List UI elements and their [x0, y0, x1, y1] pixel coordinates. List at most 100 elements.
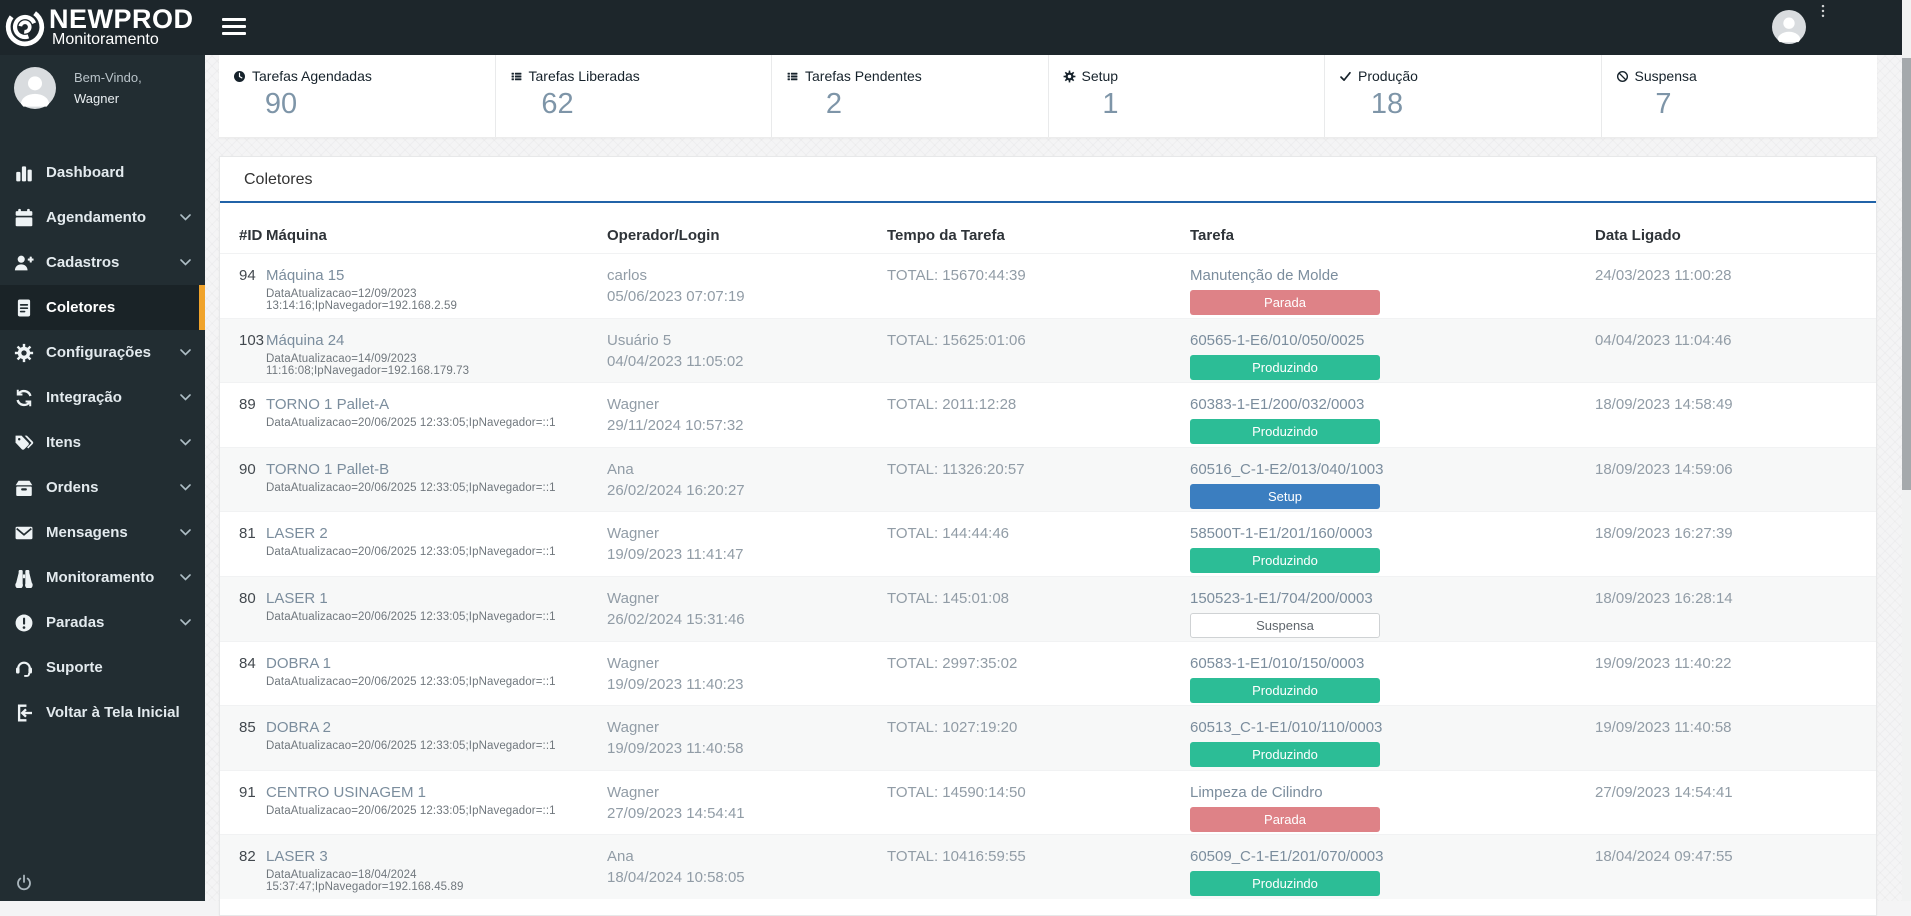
machine-cell: LASER 3 DataAtualizacao=18/04/2024 15:37… [266, 835, 607, 899]
sidebar-item[interactable]: Paradas [0, 600, 205, 645]
stats-bar: Tarefas Agendadas 90 Tarefas Liberadas 6… [219, 55, 1877, 138]
hamburger-menu-icon[interactable] [222, 18, 248, 38]
exit-icon [14, 703, 34, 723]
sidebar-item[interactable]: Suporte [0, 645, 205, 690]
operator-name: Ana [607, 848, 634, 866]
sidebar-item[interactable]: Cadastros [0, 240, 205, 285]
task-cell: Limpeza de Cilindro Parada [1190, 771, 1595, 835]
sidebar-item[interactable]: Itens [0, 420, 205, 465]
operator-cell: carlos 05/06/2023 07:07:19 [607, 254, 887, 318]
login-timestamp: 04/04/2023 11:05:02 [607, 352, 744, 370]
power-icon[interactable] [15, 874, 33, 892]
sidebar-item-label: Dashboard [46, 164, 125, 181]
machine-info: DataAtualizacao=20/06/2025 12:33:05;IpNa… [266, 675, 556, 688]
sidebar-item-label: Monitoramento [46, 569, 155, 586]
data-ligado-cell: 18/09/2023 16:27:39 [1595, 512, 1852, 576]
task-total-time: TOTAL: 10416:59:55 [887, 848, 1026, 866]
operator-name: Wagner [607, 396, 659, 414]
stat-value: 7 [1655, 88, 1672, 120]
row-id: 84 [239, 654, 256, 672]
operator-name: carlos [607, 267, 648, 284]
task-cell: 150523-1-E1/704/200/0003 Suspensa [1190, 577, 1595, 641]
data-ligado-cell: 04/04/2023 11:04:46 [1595, 319, 1852, 383]
operator-cell: Wagner 27/09/2023 14:54:41 [607, 771, 887, 835]
machine-link[interactable]: TORNO 1 Pallet-B [266, 460, 390, 478]
chevron-down-icon [180, 394, 191, 401]
machine-info: DataAtualizacao=20/06/2025 12:33:05;IpNa… [266, 546, 556, 559]
table-row: 90 TORNO 1 Pallet-B DataAtualizacao=20/0… [220, 446, 1876, 512]
machine-cell: TORNO 1 Pallet-B DataAtualizacao=20/06/2… [266, 448, 607, 512]
sidebar-item[interactable]: Coletores [0, 285, 205, 330]
panel-title: Coletores [220, 157, 1876, 203]
stat-header: Setup [1063, 68, 1325, 84]
sidebar-item[interactable]: Integração [0, 375, 205, 420]
machine-link[interactable]: Máquina 15 [266, 267, 345, 284]
envelope-icon [14, 523, 34, 543]
data-ligado-cell: 18/09/2023 14:58:49 [1595, 383, 1852, 447]
stat-tile: Tarefas Agendadas 90 [219, 55, 495, 137]
operator-cell: Ana 26/02/2024 16:20:27 [607, 448, 887, 512]
data-ligado-value: 04/04/2023 11:04:46 [1595, 331, 1732, 349]
sidebar-item[interactable]: Monitoramento [0, 555, 205, 600]
user-plus-icon [14, 253, 34, 273]
login-timestamp: 05/06/2023 07:07:19 [607, 288, 745, 305]
welcome-username: Wagner [74, 90, 120, 106]
status-badge: Setup [1190, 483, 1380, 509]
sidebar-item[interactable]: Mensagens [0, 510, 205, 555]
login-timestamp: 19/09/2023 11:40:58 [607, 740, 744, 758]
stat-label: Tarefas Liberadas [528, 68, 640, 84]
clock-icon [233, 70, 246, 83]
task-time-cell: TOTAL: 10416:59:55 [887, 835, 1190, 899]
brand-name: NEWPROD [49, 4, 194, 34]
machine-link[interactable]: LASER 2 [266, 525, 328, 543]
column-header: Data Ligado [1595, 227, 1681, 244]
more-options-icon[interactable] [1818, 3, 1828, 19]
chevron-down-icon [180, 484, 191, 491]
machine-link[interactable]: Máquina 24 [266, 331, 345, 349]
sidebar-item-label: Mensagens [46, 524, 128, 541]
sidebar-item-label: Paradas [46, 614, 105, 631]
user-avatar[interactable] [1772, 10, 1806, 44]
machine-link[interactable]: DOBRA 2 [266, 719, 332, 737]
operator-cell: Usuário 5 04/04/2023 11:05:02 [607, 319, 887, 383]
scrollbar-thumb[interactable] [1902, 58, 1911, 490]
stat-value: 18 [1370, 88, 1404, 120]
machine-link[interactable]: LASER 3 [266, 848, 328, 866]
machine-link[interactable]: DOBRA 1 [266, 654, 332, 672]
check-icon [1339, 70, 1352, 83]
machine-info: DataAtualizacao=20/06/2025 12:33:05;IpNa… [266, 804, 556, 817]
tags-icon [14, 433, 34, 453]
login-timestamp: 26/02/2024 16:20:27 [607, 481, 745, 499]
welcome-line: Bem-Vindo, [74, 69, 142, 85]
chevron-down-icon [180, 349, 191, 356]
data-ligado-value: 24/03/2023 11:00:28 [1595, 267, 1732, 284]
login-timestamp: 19/09/2023 11:40:23 [607, 675, 744, 693]
sidebar-item[interactable]: Ordens [0, 465, 205, 510]
stat-header: Tarefas Pendentes [786, 68, 1048, 84]
sidebar-item[interactable]: Configurações [0, 330, 205, 375]
stat-tile: Tarefas Pendentes 2 [771, 55, 1048, 137]
machine-link[interactable]: LASER 1 [266, 589, 328, 607]
calendar-icon [14, 208, 34, 228]
login-timestamp: 19/09/2023 11:41:47 [607, 546, 744, 564]
sidebar-item[interactable]: Dashboard [0, 150, 205, 195]
stat-tile: Tarefas Liberadas 62 [494, 55, 772, 137]
sidebar-item-label: Itens [46, 434, 82, 451]
status-badge: Produzindo [1190, 871, 1380, 897]
status-badge: Parada [1190, 290, 1380, 315]
task-time-cell: TOTAL: 15625:01:06 [887, 319, 1190, 383]
task-time-cell: TOTAL: 1027:19:20 [887, 706, 1190, 770]
main-content: Tarefas Agendadas 90 Tarefas Liberadas 6… [205, 55, 1902, 916]
sidebar-item[interactable]: Agendamento [0, 195, 205, 240]
page-scrollbar [1902, 0, 1911, 901]
task-cell: 60383-1-E1/200/032/0003 Produzindo [1190, 383, 1595, 447]
machine-info: DataAtualizacao=20/06/2025 12:33:05;IpNa… [266, 740, 556, 753]
sidebar-item[interactable]: Voltar à Tela Inicial [0, 690, 205, 735]
machine-cell: Máquina 24 DataAtualizacao=14/09/2023 11… [266, 319, 607, 383]
table-row: 81 LASER 2 DataAtualizacao=20/06/2025 12… [220, 511, 1876, 576]
task-name: 60513_C-1-E1/010/110/0003 [1190, 719, 1383, 737]
operator-name: Wagner [607, 589, 659, 607]
column-header: #ID [239, 227, 263, 244]
machine-link[interactable]: CENTRO USINAGEM 1 [266, 783, 427, 801]
machine-link[interactable]: TORNO 1 Pallet-A [266, 396, 390, 414]
